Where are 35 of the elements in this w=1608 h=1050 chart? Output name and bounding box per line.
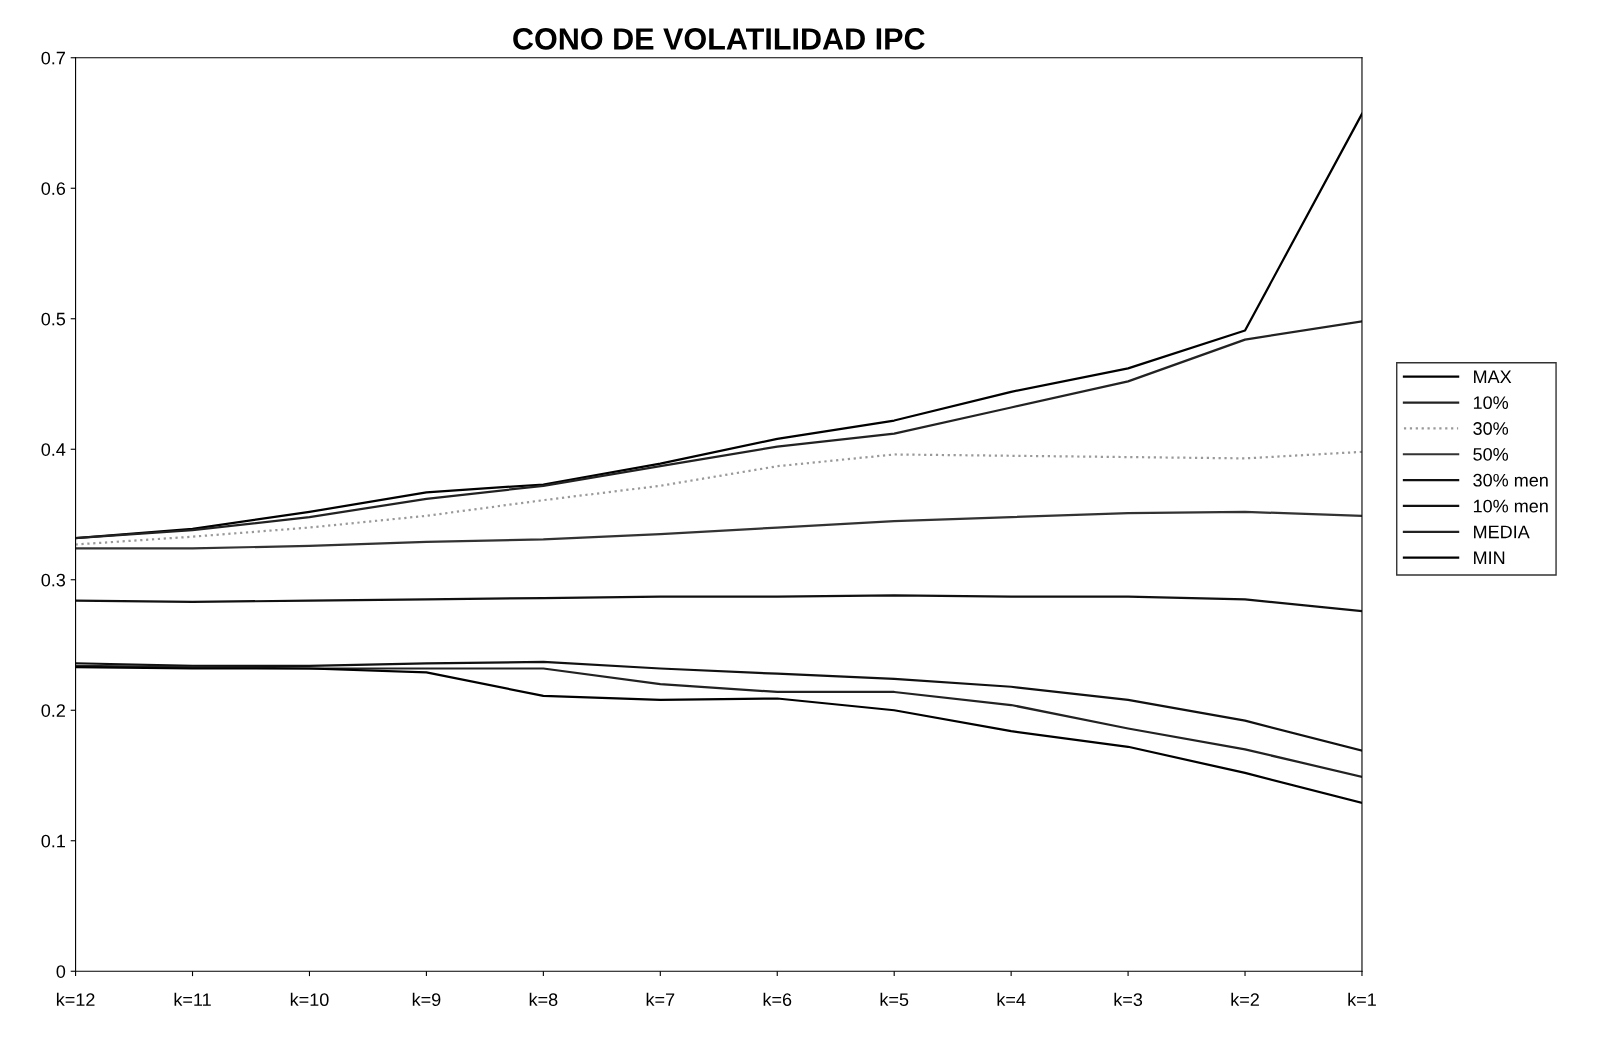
x-tick-label: k=10 <box>290 992 329 1007</box>
x-tick-label: k=2 <box>1231 992 1259 1006</box>
legend-label: 30% <box>1473 422 1509 435</box>
legend-label: 30% men <box>1473 473 1548 487</box>
legend-label: 50% <box>1473 447 1509 461</box>
legend-label: MIN <box>1474 551 1505 564</box>
chart-title: CONO DE VOLATILIDAD IPC <box>513 28 925 50</box>
line-series <box>75 594 1362 613</box>
y-tick-label: 0.7 <box>41 51 65 65</box>
x-tick-label: k=12 <box>56 992 95 1006</box>
legend-label: MAX <box>1474 370 1512 383</box>
x-tick-label: k=7 <box>646 992 675 1006</box>
y-tick-label: 0.2 <box>41 704 65 717</box>
legend-label: MEDIA <box>1474 525 1530 539</box>
x-tick-label: k=1 <box>1348 992 1376 1006</box>
legend-label: 10% men <box>1473 499 1548 513</box>
x-tick-label: k=3 <box>1114 992 1143 1007</box>
x-tick-label: k=4 <box>997 992 1026 1006</box>
y-tick-label: 0.5 <box>41 312 66 326</box>
x-tick-label: k=9 <box>412 992 441 1007</box>
y-tick-label: 0.1 <box>41 834 65 848</box>
line-series <box>75 664 1362 778</box>
y-tick-label: 0.4 <box>41 443 66 456</box>
x-tick-label: k=8 <box>529 992 558 1007</box>
line-series <box>75 660 1362 752</box>
x-tick-label: k=5 <box>880 992 909 1007</box>
line-series <box>75 510 1362 550</box>
x-tick-label: k=11 <box>174 992 211 1006</box>
line-series <box>75 450 1362 546</box>
x-tick-label: k=6 <box>763 992 792 1007</box>
y-tick-label: 0.6 <box>41 182 66 195</box>
y-tick-label: 0.3 <box>41 573 66 587</box>
line-series <box>75 320 1362 540</box>
legend-label: 10% <box>1473 396 1509 410</box>
y-tick-label: 0 <box>56 965 66 978</box>
